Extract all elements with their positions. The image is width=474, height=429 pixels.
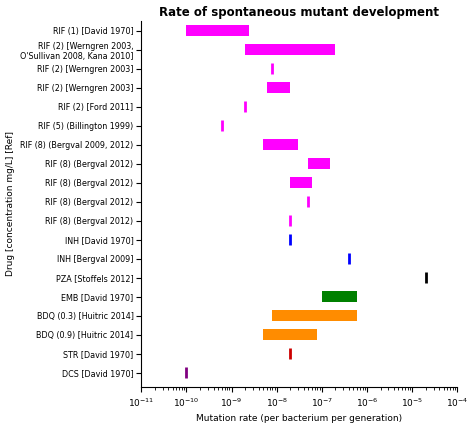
Bar <box>308 158 330 169</box>
Bar <box>272 310 357 321</box>
Title: Rate of spontaneous mutant development: Rate of spontaneous mutant development <box>159 6 439 18</box>
Bar <box>267 82 290 93</box>
Bar <box>290 177 312 188</box>
Y-axis label: Drug [concentration mg/L] [Ref]: Drug [concentration mg/L] [Ref] <box>6 131 15 276</box>
Bar <box>263 139 298 150</box>
Bar <box>263 329 318 340</box>
Bar <box>186 25 249 36</box>
Bar <box>245 44 336 55</box>
X-axis label: Mutation rate (per bacterium per generation): Mutation rate (per bacterium per generat… <box>196 414 402 423</box>
Bar <box>322 291 357 302</box>
